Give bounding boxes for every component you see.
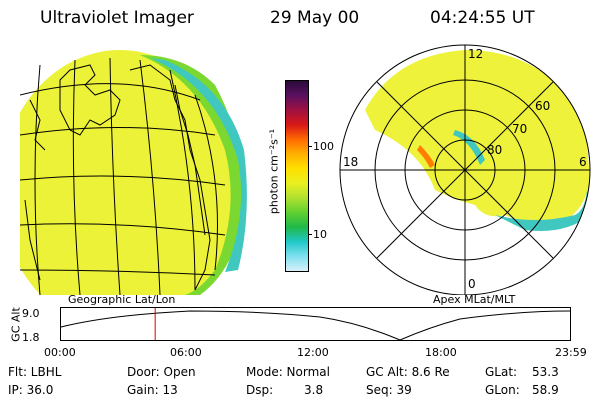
colorbar-tick-10: 10 (313, 228, 327, 241)
lat-lon-grid (20, 57, 226, 295)
time-tick-2359: 23:59 (555, 346, 587, 359)
time-label: 04:24:55 UT (430, 8, 535, 28)
mode-value: Mode: Normal (246, 365, 330, 379)
time-tick-0600: 06:00 (170, 346, 202, 359)
mlt-label-18: 18 (343, 155, 358, 169)
colorbar (285, 80, 309, 272)
door-value: Door: Open (127, 365, 196, 379)
ip-value: IP: 36.0 (8, 383, 54, 397)
geographic-map (20, 50, 247, 295)
instrument-title: Ultraviolet Imager (40, 8, 194, 28)
altitude-tick-9: 9.0 (22, 307, 40, 320)
left-map-label: Geographic Lat/Lon (68, 293, 176, 306)
coastlines (24, 64, 211, 291)
mlat-label-70: 70 (512, 122, 527, 136)
mlat-label-60: 60 (535, 99, 550, 113)
altitude-plot (60, 307, 571, 341)
aurora-spot (417, 145, 435, 168)
limb-edge (150, 58, 247, 272)
time-tick-1200: 12:00 (297, 346, 329, 359)
gain-value: Gain: 13 (127, 383, 178, 397)
aurora-inner-edge (453, 130, 485, 165)
time-tick-0000: 00:00 (44, 346, 76, 359)
right-map-label: Apex MLat/MLT (433, 293, 516, 306)
mlat-label-80: 80 (487, 143, 502, 157)
dsp-value: 3.8 (304, 383, 324, 397)
glon-value: 58.9 (532, 383, 559, 397)
colorbar-gradient (286, 81, 308, 271)
colorbar-unit-label: photon cm⁻²s⁻¹ (267, 128, 281, 215)
mlt-label-0: 0 (468, 277, 476, 291)
dsp-label: Dsp: (246, 383, 274, 397)
date-label: 29 May 00 (270, 8, 360, 28)
seq-value: Seq: 39 (366, 383, 412, 397)
colorbar-tick-mark (308, 234, 312, 235)
glat-value: 53.3 (532, 365, 559, 379)
glat-label: GLat: (485, 365, 518, 379)
altitude-tick-1-8: 1.8 (22, 331, 40, 344)
mlt-label-6: 6 (579, 155, 587, 169)
glon-label: GLon: (485, 383, 520, 397)
filter-value: Flt: LBHL (8, 365, 62, 379)
mlt-label-12: 12 (468, 47, 483, 61)
aurora-edge (495, 190, 590, 231)
mlat-mlt-grid (339, 44, 591, 295)
uv-image-disk (20, 50, 240, 295)
time-tick-1800: 18:00 (425, 346, 457, 359)
colorbar-tick-mark (308, 146, 312, 147)
gc-alt-value: GC Alt: 8.6 Re (366, 365, 450, 379)
apex-polar-map: 12 18 6 0 60 70 80 (339, 44, 591, 295)
altitude-curve (60, 310, 571, 341)
altitude-axis-label: GC Alt (9, 307, 23, 342)
colorbar-tick-100: 100 (313, 140, 334, 153)
aurora-oval (365, 50, 590, 222)
